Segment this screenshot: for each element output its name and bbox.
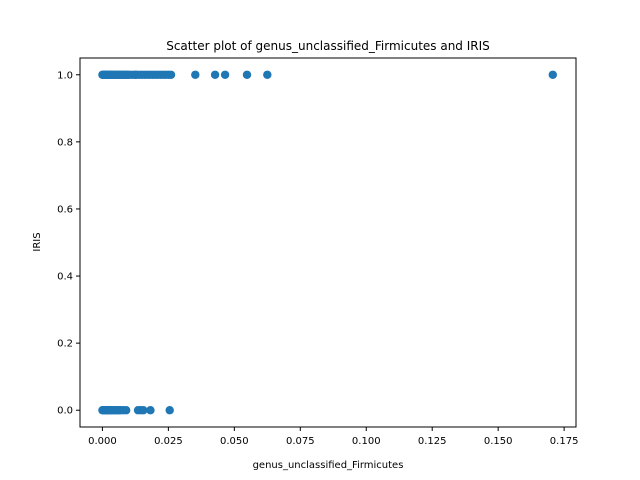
- x-tick-label: 0.125: [418, 436, 447, 447]
- x-tick-label: 0.000: [88, 436, 117, 447]
- axes-frame: [79, 57, 577, 428]
- data-point: [139, 406, 148, 415]
- data-point: [220, 70, 230, 79]
- plot-area: [98, 70, 557, 415]
- data-point: [146, 406, 155, 415]
- y-axis-label: IRIS: [32, 232, 43, 251]
- y-tick-label: 0.4: [57, 272, 73, 283]
- x-tick-label: 0.025: [154, 436, 183, 447]
- data-point: [165, 406, 174, 415]
- data-point: [121, 406, 131, 415]
- chart-title: Scatter plot of genus_unclassified_Firmi…: [166, 39, 490, 53]
- data-point: [166, 70, 176, 79]
- x-tick-label: 0.050: [220, 436, 249, 447]
- y-tick-label: 1.0: [57, 70, 73, 81]
- x-axis-label: genus_unclassified_Firmicutes: [253, 460, 404, 471]
- x-tick-label: 0.075: [286, 436, 315, 447]
- x-tick-label: 0.150: [484, 436, 513, 447]
- y-tick-label: 0.0: [57, 406, 73, 417]
- y-axis: 0.0 0.2 0.4 0.6 0.8 1.0: [57, 70, 80, 417]
- x-axis: 0.000 0.025 0.050 0.075 0.100 0.125 0.150 0.175: [88, 427, 578, 447]
- data-point: [263, 70, 272, 79]
- y-tick-label: 0.8: [57, 137, 73, 148]
- data-point: [210, 70, 220, 79]
- y-tick-label: 0.2: [57, 339, 73, 350]
- y-tick-label: 0.6: [57, 204, 73, 215]
- data-point: [191, 70, 200, 79]
- data-point: [242, 70, 252, 79]
- x-tick-label: 0.100: [352, 436, 381, 447]
- data-point: [548, 70, 557, 79]
- x-tick-label: 0.175: [550, 436, 579, 447]
